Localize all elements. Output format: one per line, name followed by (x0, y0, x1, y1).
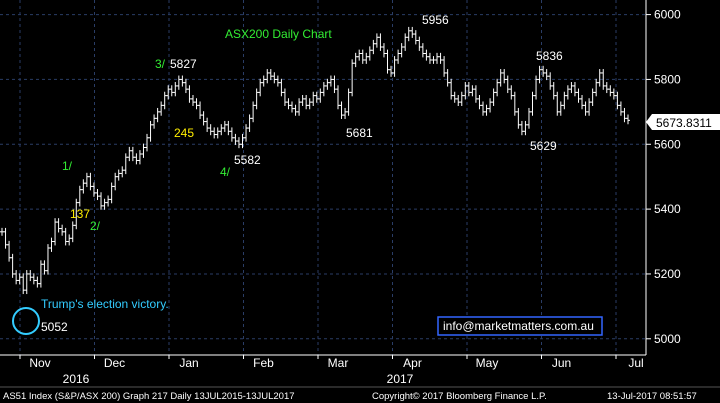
footer-left: AS51 Index (S&P/ASX 200) Graph 217 Daily… (3, 391, 295, 402)
annotation-5052: 5052 (41, 320, 68, 334)
annotation-wave-4: 4/ (220, 165, 231, 179)
annotation-5681: 5681 (346, 126, 373, 140)
annotation-245: 245 (174, 126, 194, 140)
last-price-label: 5673.8311 (656, 116, 712, 130)
annotation-wave-2: 2/ (90, 219, 101, 233)
website-label: info@marketmatters.com.au (443, 319, 594, 333)
annotation-5836: 5836 (536, 49, 563, 63)
election-circle (12, 307, 40, 335)
annotation-wave-3: 3/ (155, 57, 166, 71)
website-box (437, 316, 603, 336)
y-tick-label: 5200 (654, 267, 681, 281)
x-month-label: Jan (179, 356, 198, 370)
annotation-5827: 5827 (170, 57, 197, 71)
x-year-label: 2017 (387, 372, 414, 386)
x-year-label: 2016 (63, 372, 90, 386)
x-month-label: Jun (552, 356, 571, 370)
x-month-label: Apr (403, 356, 422, 370)
x-month-label: Mar (328, 356, 349, 370)
x-month-label: Dec (104, 356, 125, 370)
annotation-5582: 5582 (234, 153, 261, 167)
last-price-marker: 5673.8311 (646, 114, 720, 130)
y-tick-label: 5400 (654, 202, 681, 216)
footer-right: 13-Jul-2017 08:51:57 (607, 391, 697, 402)
annotation-5629: 5629 (530, 139, 557, 153)
annotation-election: Trump's election victory. (41, 297, 169, 311)
annotation-5956: 5956 (422, 13, 449, 27)
x-month-label: May (476, 356, 499, 370)
last-price-box (646, 114, 720, 130)
y-tick-label: 5600 (654, 137, 681, 151)
chart-title: ASX200 Daily Chart (225, 27, 332, 41)
x-month-label: Jul (628, 356, 643, 370)
x-month-label: Nov (29, 356, 50, 370)
x-month-label: Feb (253, 356, 274, 370)
price-series (0, 26, 630, 295)
y-tick-label: 5800 (654, 72, 681, 86)
annotation-wave-1: 1/ (62, 159, 73, 173)
footer-center: Copyright© 2017 Bloomberg Finance L.P. (372, 391, 547, 402)
y-tick-label: 5000 (654, 332, 681, 346)
grid-lines (0, 0, 646, 355)
y-tick-label: 6000 (654, 8, 681, 22)
annotation-137: 137 (70, 207, 90, 221)
x-axis-ticks: Nov Dec Jan Feb Mar Apr May Jun Jul 2016 2017 (19, 355, 644, 386)
y-axis-ticks: 5000 5200 5400 5600 5800 6000 (646, 8, 681, 346)
